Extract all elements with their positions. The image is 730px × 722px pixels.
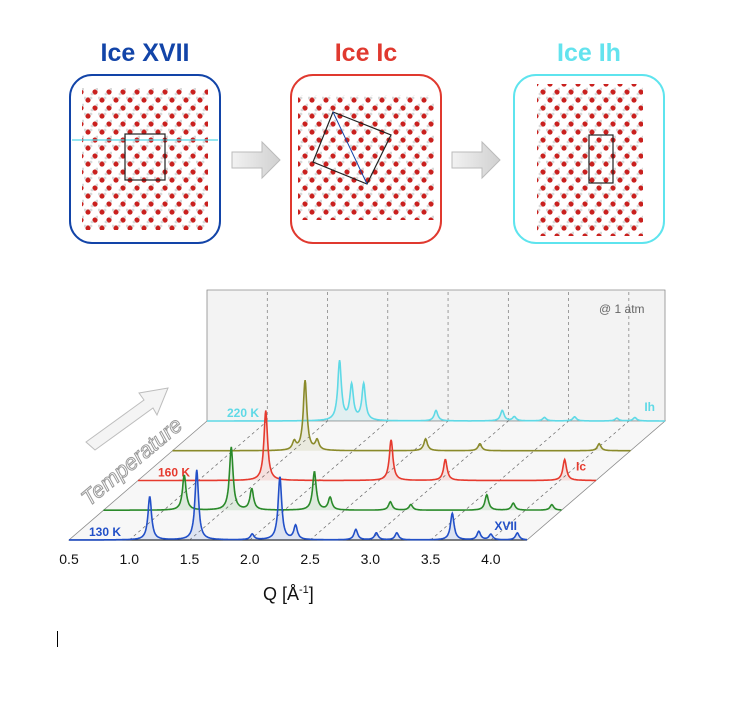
- x-tick-label: 1.5: [180, 551, 200, 567]
- crystal-structure-ice-ih: [537, 84, 643, 236]
- back-wall: [206, 289, 666, 422]
- x-tick-label: 2.5: [300, 551, 320, 567]
- spectra: 220 K Ih 160 K Ic 130 K XVII: [69, 359, 665, 541]
- x-tick-label: 3.0: [361, 551, 381, 567]
- panel-title-ice-ih: Ice Ih: [557, 39, 621, 67]
- temperature-label: 160 K: [158, 466, 190, 480]
- phase-label: XVII: [494, 519, 517, 533]
- x-tick-label: 2.0: [240, 551, 260, 567]
- pressure-annotation: @ 1 atm: [599, 302, 645, 316]
- x-axis-label: Q [Å-1]: [263, 584, 314, 604]
- x-tick-label: 1.0: [120, 551, 140, 567]
- unit-cell-box: [124, 133, 166, 181]
- series-line: [69, 469, 527, 541]
- phase-label: Ic: [576, 460, 586, 474]
- panel-ice-xvii: Ice XVII: [69, 39, 221, 244]
- temperature-label: 130 K: [89, 525, 121, 539]
- temperature-label: 220 K: [227, 406, 259, 420]
- x-tick-label: 4.0: [481, 551, 501, 567]
- unit-cell-box: [588, 134, 614, 184]
- x-tick-label: 3.5: [421, 551, 441, 567]
- crystal-structure-ice-ic: [298, 95, 434, 220]
- text-cursor: [57, 631, 58, 647]
- series-line: [138, 410, 596, 482]
- arrow-right-icon: [451, 140, 501, 180]
- x-ticks: 0.5 1.0 1.5 2.0 2.5 3.0 3.5 4.0: [59, 551, 501, 567]
- series-line: [172, 379, 631, 452]
- crystal-structure-ice-xvii: [82, 88, 208, 230]
- panel-title-ice-ic: Ice Ic: [335, 39, 398, 67]
- diagonal-line: [332, 111, 368, 185]
- panel-ice-ih: Ice Ih: [513, 39, 665, 244]
- series-line: [207, 359, 665, 422]
- x-tick-label: 0.5: [59, 551, 79, 567]
- floor-gridline: [490, 420, 630, 541]
- panel-title-ice-xvii: Ice XVII: [101, 39, 190, 67]
- floor-gridline: [370, 420, 509, 541]
- floor-gridline: [189, 420, 328, 541]
- temperature-arrow-icon: [85, 387, 169, 451]
- phase-label: Ih: [644, 400, 655, 414]
- panel-ice-ic: Ice Ic: [290, 39, 442, 244]
- series-line: [103, 446, 562, 511]
- arrow-right-icon: [231, 140, 281, 180]
